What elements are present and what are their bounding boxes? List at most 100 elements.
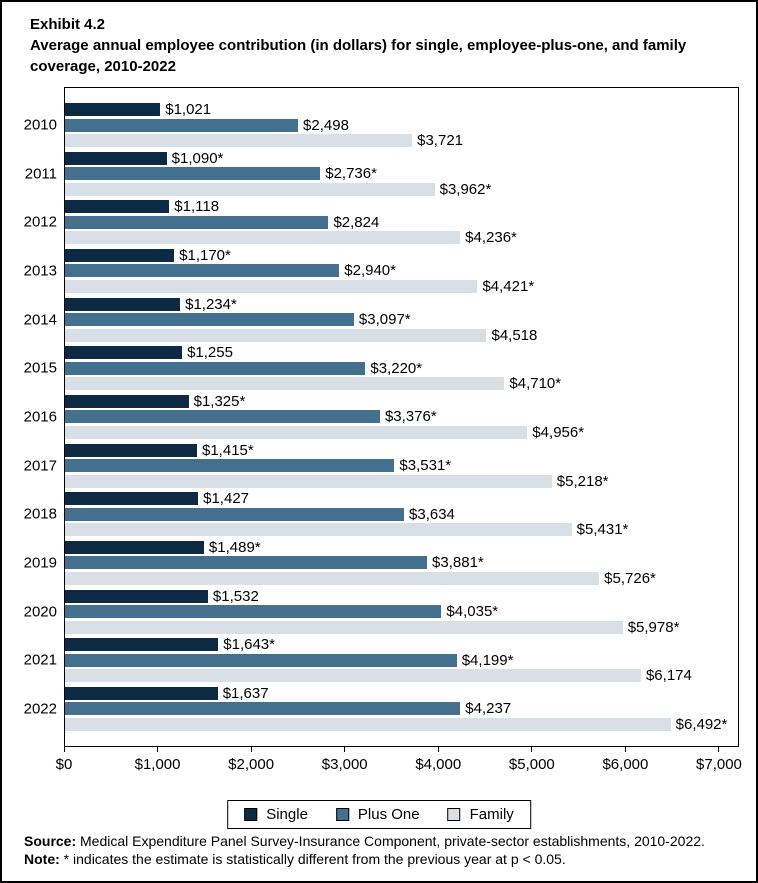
bar-value-label: $1,427 — [203, 490, 250, 508]
year-label: 2014 — [23, 311, 57, 329]
bar-family — [65, 279, 478, 293]
exhibit-number: Exhibit 4.2 — [30, 16, 106, 33]
bar-value-label: $1,415* — [202, 441, 254, 459]
chart-region: 2010 $1,021 $2,498 $3,721 2011 $1,090* $2,736*… — [2, 87, 756, 847]
bar-value-label: $6,492* — [675, 715, 728, 733]
bar-row: $1,170* — [65, 246, 738, 264]
x-axis-tick-label: $3,000 — [321, 756, 368, 773]
bar-value-label: $1,118 — [174, 198, 220, 216]
x-axis-tick — [437, 747, 439, 752]
year-label: 2015 — [23, 359, 57, 377]
year-label: 2022 — [23, 700, 57, 718]
bar-single — [65, 638, 219, 652]
bar-value-label: $3,531* — [399, 457, 452, 475]
bar-value-label: $1,170* — [179, 246, 231, 264]
x-axis-tick — [531, 747, 533, 752]
legend: Single Plus One Family — [227, 800, 531, 829]
bar-row: $2,736* — [65, 166, 738, 181]
bar-value-label: $4,710* — [509, 375, 562, 393]
x-axis-tick — [250, 747, 252, 752]
bar-row: $1,090* — [65, 151, 738, 166]
bar-family — [65, 425, 528, 439]
bar-value-label: $3,634 — [409, 505, 455, 523]
bar-single — [65, 394, 189, 408]
legend-item-family: Family — [447, 806, 514, 823]
x-axis-tick — [63, 747, 65, 752]
bar-row: $4,518 — [65, 328, 738, 343]
bar-value-label: $3,376* — [384, 408, 437, 426]
bar-single — [65, 103, 161, 116]
title-block: Exhibit 4.2 Average annual employee cont… — [30, 14, 736, 77]
bar-row: $3,220* — [65, 359, 738, 377]
year-label: 2018 — [23, 505, 57, 523]
legend-label-family: Family — [469, 806, 514, 823]
year-group-2013: 2013 $1,170* $2,940* $4,421* — [24, 246, 738, 294]
source-label: Source: — [24, 833, 77, 849]
bar-plus-one — [65, 410, 380, 424]
year-group-2011: 2011 $1,090* $2,736* $3,962* — [25, 151, 738, 197]
bar-value-label: $1,325* — [193, 392, 246, 410]
bar-single — [65, 346, 183, 360]
bar-value-label: $4,236* — [465, 229, 517, 247]
bar-row: $3,721 — [65, 132, 738, 149]
bar-row: $2,824 — [65, 215, 738, 230]
bar-single — [65, 297, 181, 311]
chart-title: Average annual employee contribution (in… — [30, 37, 687, 75]
year-label: 2020 — [23, 603, 57, 621]
bar-row: $5,218* — [65, 474, 738, 489]
bar-row: $4,035* — [65, 603, 738, 621]
bar-value-label: $1,637 — [222, 684, 269, 702]
bar-value-label: $4,035* — [446, 603, 499, 621]
x-axis-tick — [344, 747, 346, 752]
bar-value-label: $4,956* — [532, 423, 585, 441]
footnote: Note: * indicates the estimate is statis… — [24, 851, 744, 869]
bar-family — [65, 669, 641, 683]
year-group-2012: 2012 $1,118 $2,824 $4,236* — [24, 198, 738, 247]
bar-value-label: $4,237 — [465, 700, 512, 718]
year-label: 2013 — [23, 262, 57, 280]
bar-row: $4,956* — [65, 423, 738, 441]
bar-row: $2,498 — [65, 118, 738, 133]
x-axis-tick-label: $4,000 — [415, 756, 462, 773]
year-label: 2016 — [23, 408, 57, 426]
x-axis-tick-label: $0 — [55, 756, 73, 773]
year-label: 2012 — [23, 213, 57, 231]
x-axis-tick-label: $5,000 — [508, 756, 555, 773]
bar-row: $1,643* — [65, 637, 738, 652]
x-axis-tick — [624, 747, 626, 752]
year-label: 2010 — [23, 116, 57, 134]
bar-value-label: $5,978* — [627, 618, 680, 636]
year-group-2021: 2021 $1,643* $4,199* $6,174 — [24, 637, 738, 683]
legend-swatch-plus-one-icon — [335, 808, 349, 821]
bar-family — [65, 523, 572, 537]
bar-plus-one — [65, 118, 299, 132]
bar-plus-one — [65, 653, 457, 667]
bar-row: $2,940* — [65, 263, 738, 278]
bar-value-label: $3,721 — [417, 132, 464, 149]
bar-row: $1,532 — [65, 589, 738, 604]
bar-family — [65, 620, 623, 634]
bar-single — [65, 686, 218, 700]
note-text: * indicates the estimate is statisticall… — [59, 850, 566, 867]
bar-plus-one — [65, 459, 395, 473]
bar-value-label: $3,220* — [370, 359, 423, 377]
bar-row: $6,174 — [65, 668, 738, 683]
bar-plus-one — [65, 702, 461, 716]
bar-row: $3,376* — [65, 408, 738, 426]
bar-single — [65, 540, 204, 554]
bar-single — [65, 200, 170, 214]
bar-family — [65, 571, 600, 585]
year-group-2010: 2010 $1,021 $2,498 $3,721 — [24, 101, 738, 149]
bar-row: $6,492* — [65, 715, 738, 733]
bar-row: $1,489* — [65, 540, 738, 555]
bar-row: $1,427 — [65, 490, 738, 508]
x-axis-tick-label: $6,000 — [602, 756, 649, 773]
bar-plus-one — [65, 556, 428, 570]
bar-plus-one — [65, 361, 366, 375]
bar-single — [65, 248, 175, 262]
bar-value-label: $3,881* — [432, 554, 484, 572]
bar-value-label: $1,021 — [165, 101, 212, 118]
bar-row: $3,531* — [65, 457, 738, 475]
bar-plus-one — [65, 264, 340, 278]
bar-row: $5,726* — [65, 571, 738, 586]
